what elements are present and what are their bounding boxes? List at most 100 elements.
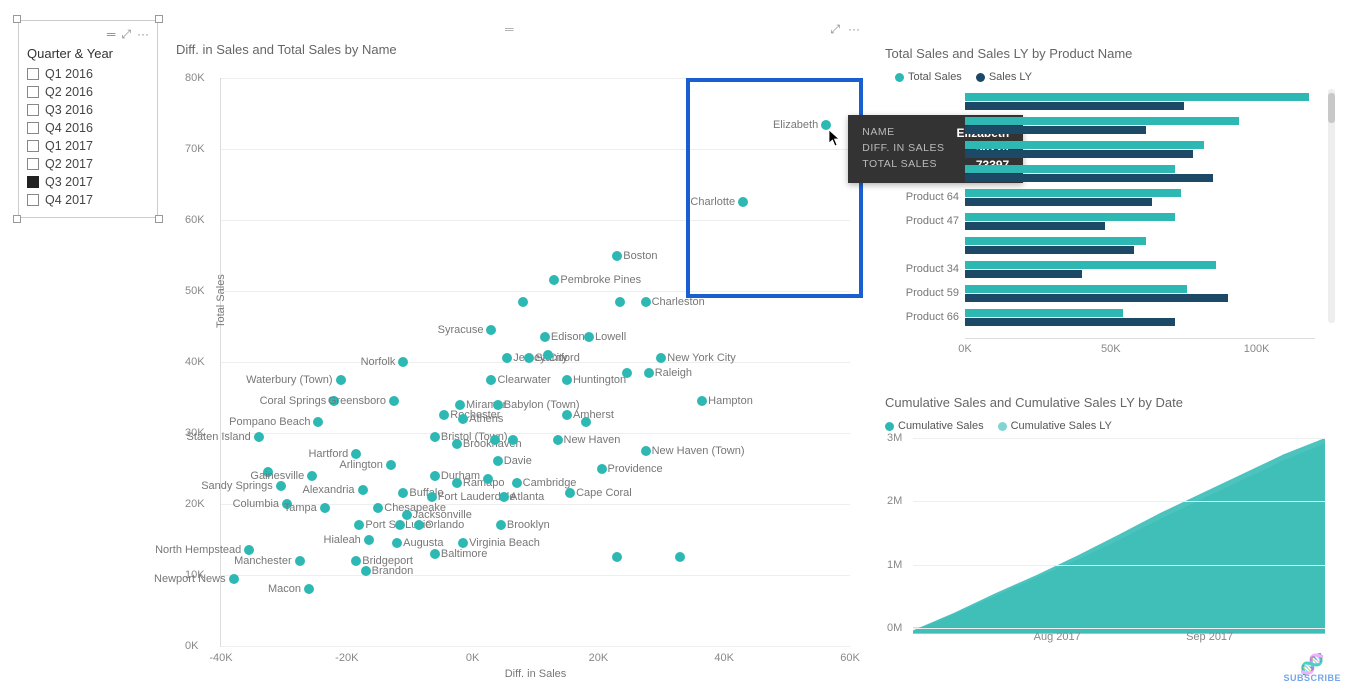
scatter-point[interactable] [229,574,239,584]
scatter-point[interactable] [502,353,512,363]
bar-segment-ly[interactable] [965,174,1213,182]
scatter-point[interactable] [358,485,368,495]
scatter-point[interactable] [402,510,412,520]
scatter-point[interactable] [490,435,500,445]
focus-mode-icon[interactable]: ⤢ [830,22,840,37]
bar-scrollbar-track[interactable] [1328,89,1335,323]
scatter-point[interactable] [351,449,361,459]
scatter-point[interactable] [304,584,314,594]
scatter-point[interactable] [697,396,707,406]
scatter-point[interactable] [499,492,509,502]
scatter-point[interactable] [508,435,518,445]
scatter-point[interactable] [496,520,506,530]
slicer-item[interactable]: Q3 2016 [27,101,149,119]
bar-segment-ly[interactable] [965,246,1134,254]
area-chart-visual[interactable]: Cumulative Sales and Cumulative Sales LY… [885,395,1335,675]
scatter-point[interactable] [336,375,346,385]
scatter-point[interactable] [389,396,399,406]
scatter-point[interactable] [452,478,462,488]
scatter-point[interactable] [518,297,528,307]
scatter-point[interactable] [644,368,654,378]
scatter-point[interactable] [414,520,424,530]
scatter-point[interactable] [244,545,254,555]
bar-segment-total[interactable] [965,285,1187,293]
scatter-point[interactable] [675,552,685,562]
bar-segment-ly[interactable] [965,270,1082,278]
scatter-point[interactable] [584,332,594,342]
checkbox-icon[interactable] [27,176,39,188]
scatter-point[interactable] [430,432,440,442]
scatter-point[interactable] [562,410,572,420]
scatter-point[interactable] [427,492,437,502]
bar-segment-total[interactable] [965,117,1239,125]
bar-segment-ly[interactable] [965,102,1184,110]
more-options-icon[interactable]: ··· [137,27,149,42]
scatter-point[interactable] [524,353,534,363]
bar-segment-total[interactable] [965,261,1216,269]
bar-segment-total[interactable] [965,213,1175,221]
scatter-point[interactable] [512,478,522,488]
quarter-year-slicer[interactable]: ═ ⤢ ··· Quarter & Year Q1 2016Q2 2016Q3 … [18,20,158,218]
slicer-item[interactable]: Q4 2017 [27,191,149,209]
scatter-point[interactable] [254,432,264,442]
bar-segment-ly[interactable] [965,294,1228,302]
scatter-point[interactable] [458,414,468,424]
bar-segment-total[interactable] [965,93,1309,101]
scatter-point[interactable] [320,503,330,513]
scatter-point[interactable] [398,357,408,367]
checkbox-icon[interactable] [27,104,39,116]
scatter-point[interactable] [565,488,575,498]
scatter-point[interactable] [656,353,666,363]
drag-handle-icon[interactable]: ═ [107,27,116,42]
slicer-item[interactable]: Q3 2017 [27,173,149,191]
bar-segment-total[interactable] [965,309,1123,317]
scatter-point[interactable] [581,417,591,427]
bar-segment-ly[interactable] [965,198,1152,206]
checkbox-icon[interactable] [27,140,39,152]
bar-segment-total[interactable] [965,189,1181,197]
scatter-point[interactable] [543,350,553,360]
slicer-item[interactable]: Q1 2016 [27,65,149,83]
scatter-plot-area[interactable]: Total Sales Diff. in Sales 0K10K20K30K40… [220,78,850,647]
scatter-point[interactable] [439,410,449,420]
more-options-icon[interactable]: ··· [848,22,860,37]
scatter-point[interactable] [612,251,622,261]
checkbox-icon[interactable] [27,86,39,98]
scatter-point[interactable] [295,556,305,566]
bar-segment-total[interactable] [965,165,1175,173]
scatter-point[interactable] [307,471,317,481]
bar-segment-ly[interactable] [965,318,1175,326]
scatter-point[interactable] [354,520,364,530]
scatter-point[interactable] [641,446,651,456]
scatter-point[interactable] [549,275,559,285]
scatter-point[interactable] [430,549,440,559]
focus-mode-icon[interactable]: ⤢ [121,27,131,42]
checkbox-icon[interactable] [27,68,39,80]
slicer-item[interactable]: Q2 2016 [27,83,149,101]
scatter-point[interactable] [430,471,440,481]
area-plot-area[interactable]: 0M1M2M3MAug 2017Sep 2017 [913,438,1325,628]
scatter-point[interactable] [392,538,402,548]
scatter-point[interactable] [351,556,361,566]
scatter-point[interactable] [486,325,496,335]
scatter-point[interactable] [373,503,383,513]
scatter-point[interactable] [553,435,563,445]
drag-handle-icon[interactable]: ═ [190,22,830,36]
checkbox-icon[interactable] [27,194,39,206]
bar-segment-ly[interactable] [965,150,1193,158]
scatter-point[interactable] [395,520,405,530]
scatter-point[interactable] [361,566,371,576]
scatter-point[interactable] [562,375,572,385]
scatter-point[interactable] [398,488,408,498]
scatter-point[interactable] [493,400,503,410]
scatter-point[interactable] [641,297,651,307]
slicer-item[interactable]: Q1 2017 [27,137,149,155]
bar-segment-total[interactable] [965,141,1204,149]
scatter-point[interactable] [364,535,374,545]
bar-plot-area[interactable]: Product 64Product 47Product 34Product 59… [885,89,1335,339]
scatter-point[interactable] [615,297,625,307]
area-series-current[interactable] [913,438,1325,634]
bar-scrollbar-thumb[interactable] [1328,93,1335,123]
scatter-point[interactable] [738,197,748,207]
slicer-item[interactable]: Q4 2016 [27,119,149,137]
